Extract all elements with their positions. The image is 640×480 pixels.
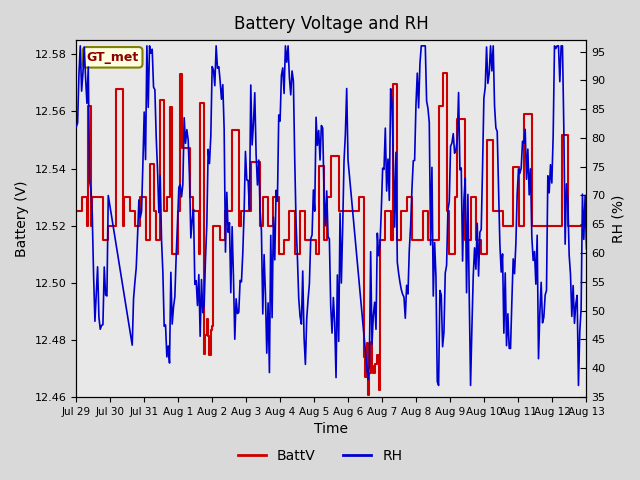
Legend: BattV, RH: BattV, RH — [232, 443, 408, 468]
Text: GT_met: GT_met — [86, 51, 139, 64]
X-axis label: Time: Time — [314, 422, 348, 436]
Title: Battery Voltage and RH: Battery Voltage and RH — [234, 15, 429, 33]
Y-axis label: Battery (V): Battery (V) — [15, 180, 29, 257]
Y-axis label: RH (%): RH (%) — [611, 194, 625, 243]
